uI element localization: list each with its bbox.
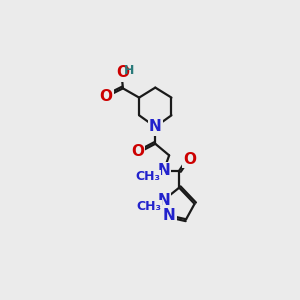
Text: CH₃: CH₃ (136, 170, 161, 183)
Text: CH₃: CH₃ (136, 200, 162, 213)
Text: O: O (131, 144, 144, 159)
Text: N: N (158, 163, 170, 178)
Text: N: N (158, 193, 170, 208)
Text: O: O (100, 88, 112, 104)
Text: H: H (124, 64, 134, 77)
Text: N: N (163, 208, 175, 223)
Text: O: O (116, 65, 130, 80)
Text: N: N (149, 119, 162, 134)
Text: O: O (183, 152, 196, 167)
